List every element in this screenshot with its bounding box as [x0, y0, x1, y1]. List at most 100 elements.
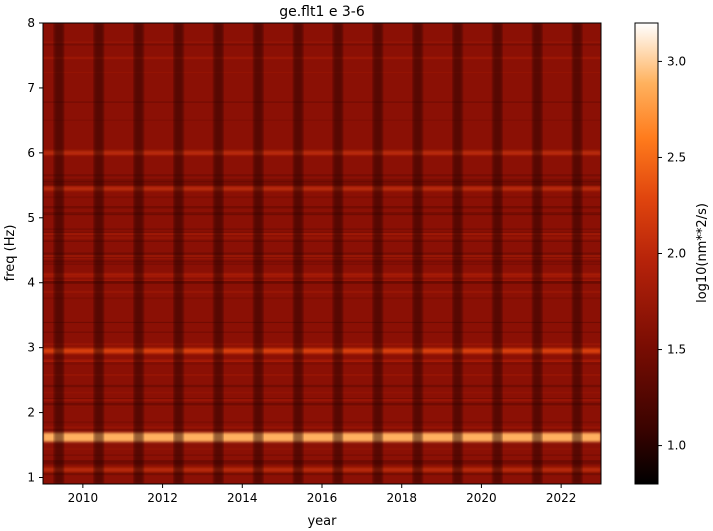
x-axis-label: year	[307, 514, 337, 529]
texture-line	[43, 384, 601, 388]
texture-line	[43, 281, 601, 284]
texture-line	[43, 405, 601, 408]
y-axis: 1 2 3 4 5 6 7 8	[27, 16, 43, 485]
texture-line	[43, 196, 601, 199]
spectrogram-plot-area	[43, 23, 601, 484]
x-tick-label: 2014	[227, 491, 258, 505]
texture-line	[43, 402, 601, 406]
texture-line	[43, 254, 601, 258]
texture-line	[43, 101, 601, 103]
x-tick-label: 2022	[546, 491, 577, 505]
texture-line	[43, 279, 601, 281]
seasonal-minimum	[293, 23, 304, 484]
y-axis-label: freq (Hz)	[3, 225, 18, 282]
frequency-band	[43, 467, 601, 472]
texture-line	[43, 454, 601, 456]
texture-line	[43, 399, 601, 401]
x-tick-label: 2018	[386, 491, 417, 505]
seasonal-minimum	[372, 23, 383, 484]
texture-line	[43, 180, 601, 183]
frequency-band	[43, 432, 601, 442]
texture-line	[43, 448, 601, 450]
texture-line	[43, 257, 601, 260]
texture-line	[43, 174, 601, 177]
y-tick-label: 7	[27, 81, 35, 95]
x-tick-label: 2012	[147, 491, 178, 505]
texture-line	[43, 178, 601, 182]
y-tick-label: 2	[27, 406, 35, 420]
colorbar-tick-label: 3.0	[667, 54, 686, 68]
y-tick-label: 1	[27, 471, 35, 485]
texture-line	[43, 426, 601, 430]
texture-line	[43, 406, 601, 408]
texture-line	[43, 252, 601, 256]
x-tick-label: 2010	[68, 491, 99, 505]
y-tick-label: 6	[27, 146, 35, 160]
texture-line	[43, 460, 601, 463]
x-axis: 2010 2012 2014 2016 2018 2020 2022	[68, 484, 577, 505]
texture-line	[43, 228, 601, 231]
frequency-band	[43, 186, 601, 191]
colorbar-axis: 1.0 1.5 2.0 2.5 3.0	[658, 54, 686, 453]
colorbar	[634, 22, 659, 485]
texture-line	[43, 373, 601, 376]
texture-line	[43, 43, 601, 46]
seasonal-minimum	[572, 23, 583, 484]
y-tick-label: 5	[27, 211, 35, 225]
texture-line	[43, 273, 601, 276]
seasonal-minimum	[332, 23, 343, 484]
seasonal-minimum	[253, 23, 264, 484]
spectrogram-bands	[43, 150, 601, 472]
texture-line	[43, 290, 601, 294]
chart-title: ge.flt1 e 3-6	[279, 4, 365, 20]
seasonal-minimum	[133, 23, 144, 484]
texture-line	[43, 343, 601, 346]
texture-line	[43, 421, 601, 424]
seasonal-minimum	[412, 23, 423, 484]
texture-line	[43, 362, 601, 365]
texture-line	[43, 179, 601, 182]
texture-line	[43, 398, 601, 400]
frequency-band	[43, 348, 601, 354]
texture-line	[43, 275, 601, 278]
seasonal-minimum	[53, 23, 64, 484]
texture-line	[43, 231, 601, 234]
texture-line	[43, 331, 601, 333]
texture-line	[43, 240, 601, 242]
texture-line	[43, 236, 601, 240]
texture-line	[43, 232, 601, 235]
seasonal-minimum	[213, 23, 224, 484]
texture-line	[43, 359, 601, 363]
texture-line	[43, 119, 601, 121]
texture-line	[43, 206, 601, 209]
x-tick-label: 2020	[466, 491, 497, 505]
texture-line	[43, 281, 601, 284]
texture-line	[43, 391, 601, 394]
texture-line	[43, 71, 601, 73]
seasonal-minimum	[492, 23, 503, 484]
texture-line	[43, 212, 601, 214]
texture-line	[43, 297, 601, 300]
texture-line	[43, 462, 601, 465]
seasonal-minimum	[452, 23, 463, 484]
texture-line	[43, 272, 601, 276]
texture-line	[43, 428, 601, 432]
colorbar-label: log10(nm**2/s)	[695, 203, 710, 303]
seasonal-minima	[53, 23, 583, 484]
texture-line	[43, 180, 601, 183]
y-tick-label: 4	[27, 276, 35, 290]
texture-line	[43, 361, 601, 363]
spectrogram-texture	[43, 41, 601, 476]
colorbar-tick-label: 1.0	[667, 439, 686, 453]
texture-line	[43, 263, 601, 265]
y-tick-label: 8	[27, 16, 35, 30]
texture-line	[43, 273, 601, 277]
texture-line	[43, 41, 601, 43]
colorbar-tick-label: 2.5	[667, 150, 686, 164]
x-tick-label: 2016	[307, 491, 338, 505]
texture-line	[43, 472, 601, 476]
y-tick-label: 3	[27, 341, 35, 355]
seasonal-minimum	[173, 23, 184, 484]
texture-line	[43, 183, 601, 186]
